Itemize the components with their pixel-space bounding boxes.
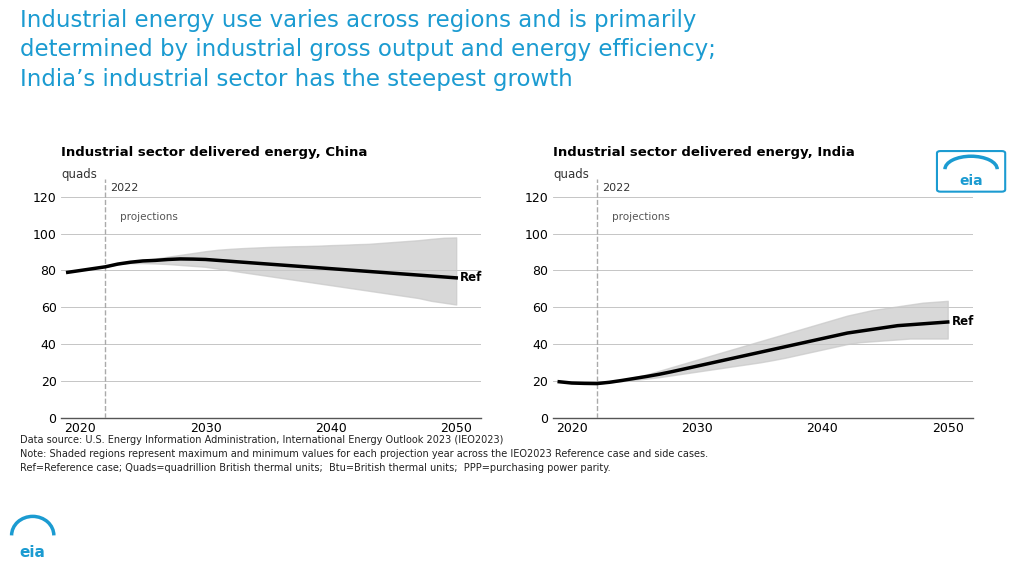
Text: 2022: 2022 bbox=[602, 183, 630, 194]
Text: Ref: Ref bbox=[951, 316, 974, 328]
Text: Data source: U.S. Energy Information Administration, International Energy Outloo: Data source: U.S. Energy Information Adm… bbox=[20, 435, 709, 473]
Text: eia: eia bbox=[959, 174, 983, 188]
Text: Industrial energy use varies across regions and is primarily
determined by indus: Industrial energy use varies across regi… bbox=[20, 9, 717, 90]
Text: projections: projections bbox=[612, 211, 670, 222]
Text: eia: eia bbox=[19, 545, 46, 560]
Text: Industrial sector delivered energy, China: Industrial sector delivered energy, Chin… bbox=[61, 146, 368, 160]
Text: Industrial sector delivered energy, India: Industrial sector delivered energy, Indi… bbox=[553, 146, 855, 160]
Text: Ref: Ref bbox=[460, 271, 482, 285]
Text: 16: 16 bbox=[964, 525, 998, 549]
Text: 2022: 2022 bbox=[111, 183, 138, 194]
Text: projections: projections bbox=[121, 211, 178, 222]
Text: IEO2023 Release, CSIS: IEO2023 Release, CSIS bbox=[77, 517, 225, 529]
Text: October 11, 2023: October 11, 2023 bbox=[77, 546, 180, 559]
FancyBboxPatch shape bbox=[5, 509, 60, 569]
Text: quads: quads bbox=[553, 168, 589, 181]
Text: quads: quads bbox=[61, 168, 97, 181]
FancyBboxPatch shape bbox=[937, 151, 1006, 192]
